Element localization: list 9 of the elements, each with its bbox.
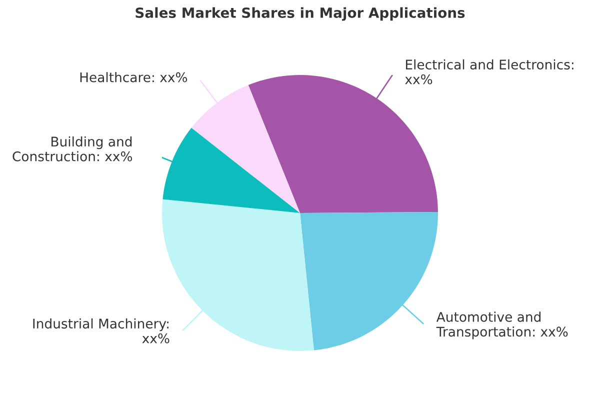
slice-label: Building and Construction: xx% [12, 136, 132, 162]
slice-label: Automotive and Transportation: xx% [436, 312, 568, 340]
slice-label: Industrial Machinery: xx% [33, 318, 170, 344]
pie-slice [162, 128, 300, 213]
chart-title: Sales Market Shares in Major Applications [136, 7, 465, 21]
pie-slice [300, 212, 438, 350]
slice-label: Electrical and Electronics: xx% [405, 59, 574, 84]
slice-label: Healthcare: xx% [80, 72, 188, 82]
pie-slice [248, 75, 438, 213]
